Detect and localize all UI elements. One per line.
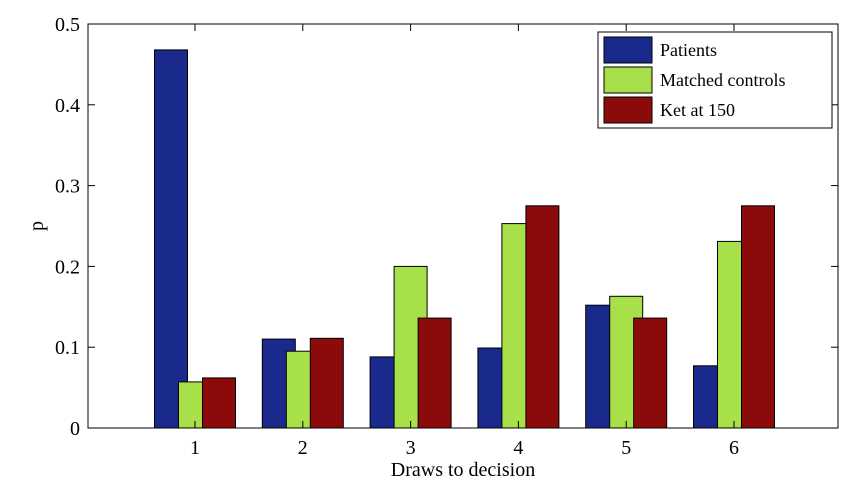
x-tick-label: 2 [298,437,308,459]
x-tick-label: 1 [190,437,200,459]
y-axis: 0 0.1 0.2 0.3 0.4 0.5 [55,14,838,440]
legend-swatch [603,66,653,94]
legend: Patients Matched controls Ket at 150 [597,31,833,129]
plot-border [87,23,839,429]
x-tick-label: 4 [513,437,523,459]
legend-label: Ket at 150 [660,100,735,120]
y-axis-label: p [26,221,48,231]
x-axis-label: Draws to decision [391,459,535,481]
y-tick-label: 0.5 [55,14,80,36]
y-tick-label: 0.1 [55,337,80,359]
y-tick-label: 0 [70,418,80,440]
legend-label: Matched controls [660,70,785,90]
bar-3-3 [417,317,452,429]
y-tick-label: 0.3 [55,176,80,198]
legend-swatch [603,36,653,64]
y-tick-label: 0.4 [55,95,80,117]
bar-3-1 [202,377,236,429]
y-tick-label: 0.2 [55,256,80,278]
bars-group [154,49,775,429]
x-tick-label: 5 [621,437,631,459]
x-tick-label: 6 [729,437,739,459]
bar-3-5 [633,317,668,429]
x-tick-label: 3 [406,437,416,459]
legend-swatch [603,96,653,124]
x-axis: 1 2 3 4 5 6 [190,24,739,459]
bar-3-2 [309,337,344,429]
legend-label: Patients [660,40,717,60]
bar-1-1 [154,49,188,429]
bar-3-4 [525,205,560,429]
bar-3-6 [741,205,775,429]
